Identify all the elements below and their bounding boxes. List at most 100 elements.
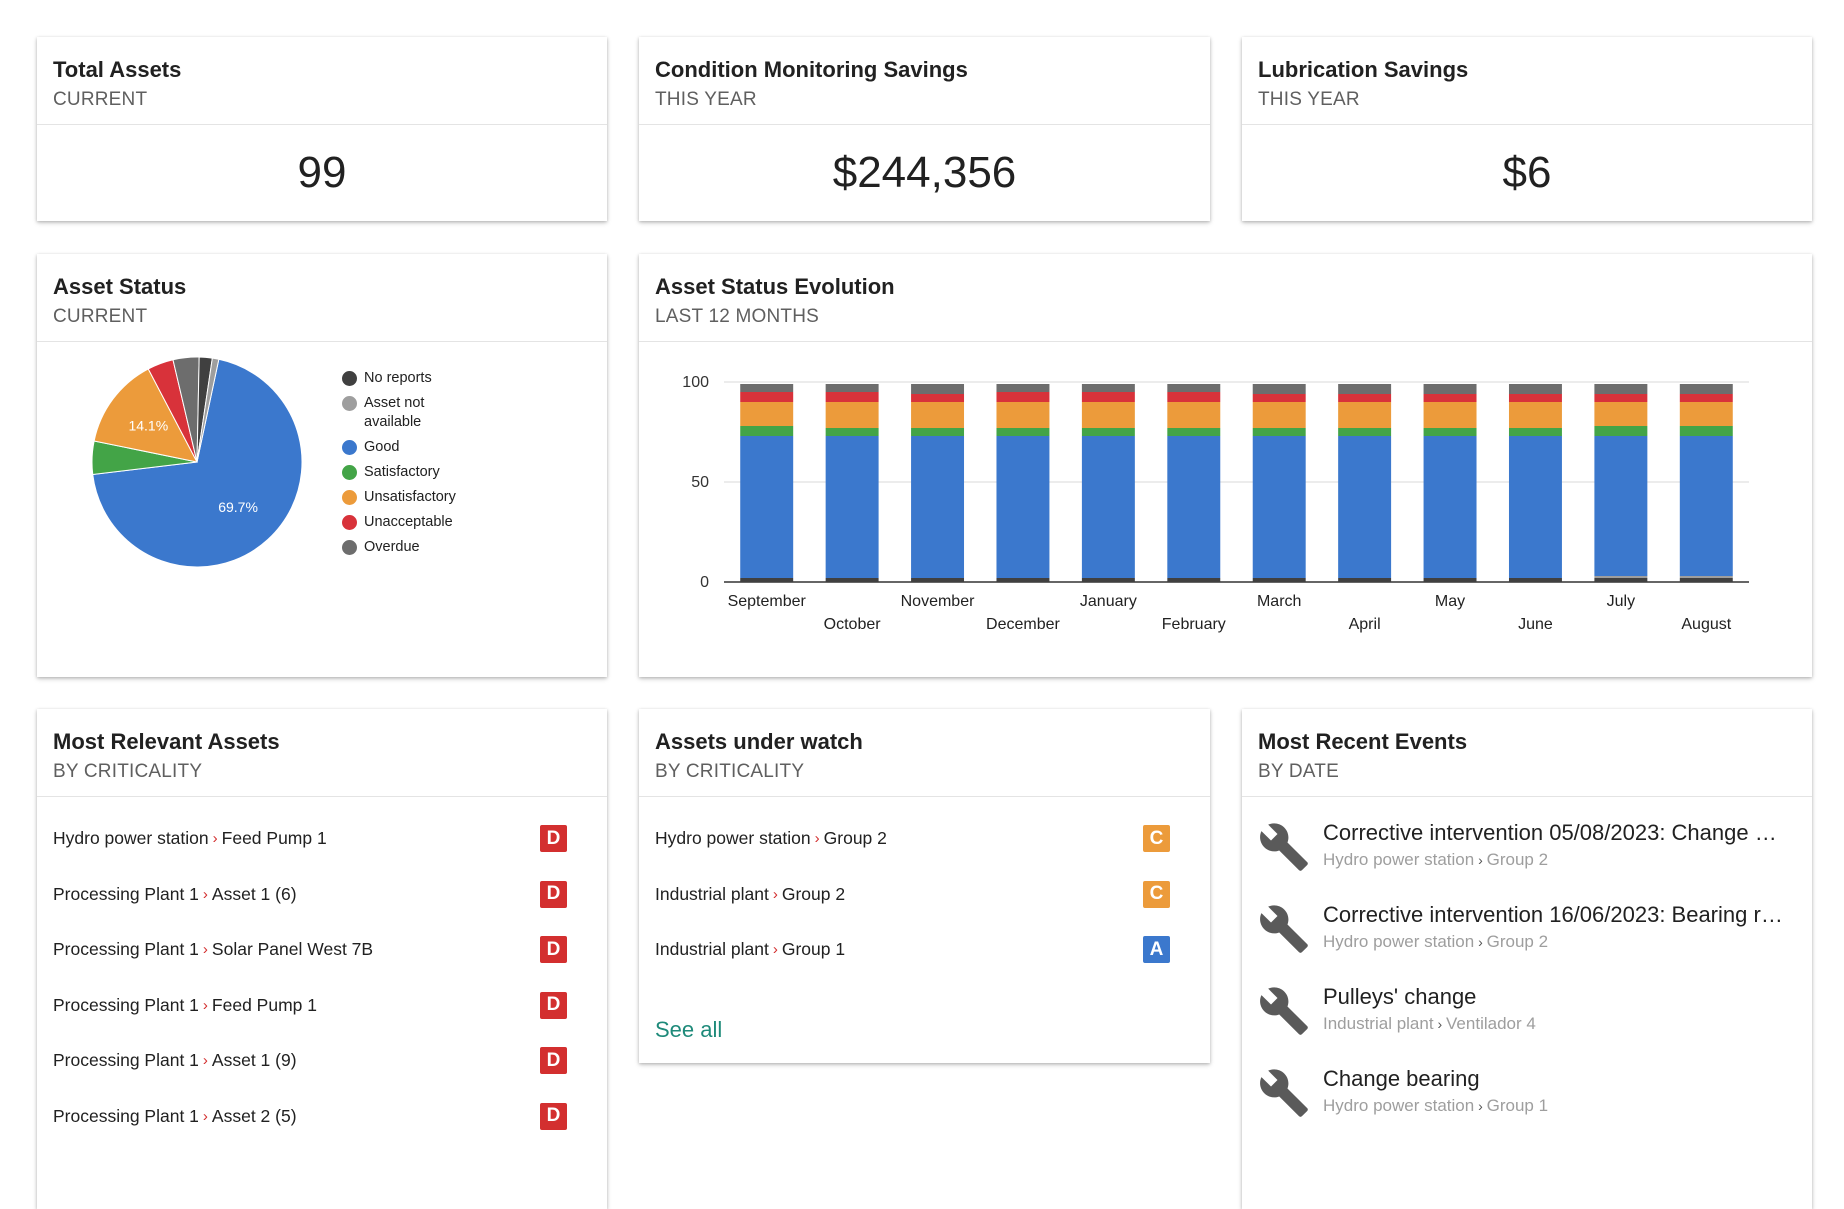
bar-segment-satisfactory-september[interactable] — [740, 426, 794, 436]
event-title[interactable]: Pulleys' change — [1323, 984, 1477, 1009]
legend-item-good[interactable]: Good — [342, 438, 456, 457]
bar-segment-unacceptable-november[interactable] — [911, 394, 965, 402]
asset-parent[interactable]: Hydro power station — [655, 828, 811, 849]
bar-segment-good-september[interactable] — [740, 436, 794, 578]
bar-segment-no-reports-november[interactable] — [911, 578, 965, 582]
bar-segment-unsatisfactory-august[interactable] — [1679, 402, 1733, 426]
event-asset[interactable]: Group 1 — [1486, 1096, 1549, 1115]
legend-item-overdue[interactable]: Overdue — [342, 538, 456, 557]
event-asset[interactable]: Ventilador 4 — [1446, 1014, 1536, 1033]
asset-row[interactable]: Hydro power station › Group 2 C — [639, 811, 1210, 867]
event-title[interactable]: Corrective intervention 16/06/2023: Bear… — [1323, 902, 1783, 927]
bar-segment-no-reports-march[interactable] — [1252, 578, 1306, 582]
bar-segment-no-reports-august[interactable] — [1679, 578, 1733, 582]
asset-row[interactable]: Processing Plant 1 › Feed Pump 1 D — [37, 978, 607, 1034]
bar-segment-overdue-june[interactable] — [1508, 384, 1562, 394]
bar-segment-unsatisfactory-march[interactable] — [1252, 402, 1306, 428]
legend-item-asset-not-available[interactable]: Asset not available — [342, 394, 456, 432]
bar-segment-not-available-july[interactable] — [1594, 576, 1648, 578]
bar-segment-good-october[interactable] — [825, 436, 879, 578]
asset-name[interactable]: Group 2 — [823, 828, 887, 849]
bar-segment-no-reports-september[interactable] — [740, 578, 794, 582]
bar-segment-unacceptable-october[interactable] — [825, 392, 879, 402]
asset-parent[interactable]: Industrial plant — [655, 883, 769, 904]
bar-segment-unacceptable-february[interactable] — [1167, 392, 1221, 402]
bar-segment-unacceptable-august[interactable] — [1679, 394, 1733, 402]
event-item[interactable]: Pulleys' change Industrial plant › Ventil… — [1242, 983, 1812, 1065]
bar-segment-unsatisfactory-december[interactable] — [996, 402, 1050, 428]
asset-row[interactable]: Processing Plant 1 › Asset 1 (9) D — [37, 1033, 607, 1089]
asset-name[interactable]: Feed Pump 1 — [221, 828, 327, 849]
event-item[interactable]: Corrective intervention 05/08/2023: Chan… — [1242, 819, 1812, 901]
bar-segment-no-reports-february[interactable] — [1167, 578, 1221, 582]
bar-segment-satisfactory-june[interactable] — [1508, 428, 1562, 436]
bar-segment-unsatisfactory-september[interactable] — [740, 402, 794, 426]
bar-segment-no-reports-april[interactable] — [1338, 578, 1392, 582]
legend-item-unsatisfactory[interactable]: Unsatisfactory — [342, 488, 456, 507]
bar-segment-overdue-december[interactable] — [996, 384, 1050, 392]
asset-row[interactable]: Processing Plant 1 › Asset 1 (6) D — [37, 867, 607, 923]
bar-segment-good-july[interactable] — [1594, 436, 1648, 576]
bar-segment-unacceptable-march[interactable] — [1252, 394, 1306, 402]
bar-segment-no-reports-january[interactable] — [1081, 578, 1135, 582]
bar-segment-good-january[interactable] — [1081, 436, 1135, 578]
asset-parent[interactable]: Processing Plant 1 — [53, 883, 199, 904]
event-title[interactable]: Change bearing — [1323, 1066, 1480, 1091]
bar-segment-overdue-march[interactable] — [1252, 384, 1306, 394]
bar-segment-unsatisfactory-june[interactable] — [1508, 402, 1562, 428]
pie-slice-unsatisfactory[interactable] — [93, 368, 198, 463]
bar-segment-unsatisfactory-october[interactable] — [825, 402, 879, 428]
event-item[interactable]: Change bearing Hydro power station › Grou… — [1242, 1065, 1812, 1147]
bar-segment-no-reports-july[interactable] — [1594, 578, 1648, 582]
asset-name[interactable]: Feed Pump 1 — [211, 994, 317, 1015]
asset-name[interactable]: Asset 1 (9) — [211, 1050, 297, 1071]
asset-parent[interactable]: Processing Plant 1 — [53, 939, 199, 960]
bar-segment-unacceptable-september[interactable] — [740, 392, 794, 402]
bar-segment-overdue-april[interactable] — [1338, 384, 1392, 394]
bar-segment-good-april[interactable] — [1338, 436, 1392, 578]
pie-slice-good[interactable] — [92, 358, 303, 568]
event-title[interactable]: Corrective intervention 05/08/2023: Chan… — [1323, 820, 1783, 845]
asset-row[interactable]: Hydro power station › Feed Pump 1 D — [37, 811, 607, 867]
bar-segment-unsatisfactory-may[interactable] — [1423, 402, 1477, 428]
bar-segment-unacceptable-january[interactable] — [1081, 392, 1135, 402]
asset-parent[interactable]: Industrial plant — [655, 939, 769, 960]
bar-segment-good-december[interactable] — [996, 436, 1050, 578]
asset-parent[interactable]: Hydro power station — [53, 828, 209, 849]
bar-segment-not-available-august[interactable] — [1679, 576, 1733, 578]
legend-item-unacceptable[interactable]: Unacceptable — [342, 513, 456, 532]
bar-segment-satisfactory-july[interactable] — [1594, 426, 1648, 436]
bar-segment-satisfactory-october[interactable] — [825, 428, 879, 436]
bar-segment-no-reports-october[interactable] — [825, 578, 879, 582]
bar-segment-unacceptable-july[interactable] — [1594, 394, 1648, 402]
asset-parent[interactable]: Processing Plant 1 — [53, 1105, 199, 1126]
bar-segment-good-june[interactable] — [1508, 436, 1562, 578]
bar-segment-overdue-february[interactable] — [1167, 384, 1221, 392]
bar-segment-satisfactory-november[interactable] — [911, 428, 965, 436]
asset-status-evolution-chart[interactable]: 0 50 100 September October November December Ja… — [639, 342, 1812, 677]
bar-segment-unacceptable-april[interactable] — [1338, 394, 1392, 402]
event-parent[interactable]: Hydro power station — [1323, 1096, 1475, 1115]
bar-segment-no-reports-june[interactable] — [1508, 578, 1562, 582]
legend-item-no-reports[interactable]: No reports — [342, 369, 456, 388]
bar-segment-overdue-august[interactable] — [1679, 384, 1733, 394]
bar-segment-good-august[interactable] — [1679, 436, 1733, 576]
legend-item-satisfactory[interactable]: Satisfactory — [342, 463, 456, 482]
see-all-link[interactable]: See all — [655, 1017, 723, 1042]
asset-name[interactable]: Asset 2 (5) — [211, 1105, 297, 1126]
bar-segment-satisfactory-april[interactable] — [1338, 428, 1392, 436]
bar-segment-unsatisfactory-april[interactable] — [1338, 402, 1392, 428]
event-asset[interactable]: Group 2 — [1486, 932, 1549, 951]
bar-segment-unsatisfactory-july[interactable] — [1594, 402, 1648, 426]
bar-segment-no-reports-may[interactable] — [1423, 578, 1477, 582]
asset-row[interactable]: Industrial plant › Group 1 A — [639, 922, 1210, 978]
bar-segment-overdue-january[interactable] — [1081, 384, 1135, 392]
bar-segment-satisfactory-march[interactable] — [1252, 428, 1306, 436]
bar-segment-good-march[interactable] — [1252, 436, 1306, 578]
asset-row[interactable]: Processing Plant 1 › Solar Panel West 7B D — [37, 922, 607, 978]
bar-segment-no-reports-december[interactable] — [996, 578, 1050, 582]
asset-name[interactable]: Group 1 — [781, 939, 846, 960]
bar-segment-satisfactory-august[interactable] — [1679, 426, 1733, 436]
bar-segment-unsatisfactory-november[interactable] — [911, 402, 965, 428]
event-asset[interactable]: Group 2 — [1486, 850, 1549, 869]
